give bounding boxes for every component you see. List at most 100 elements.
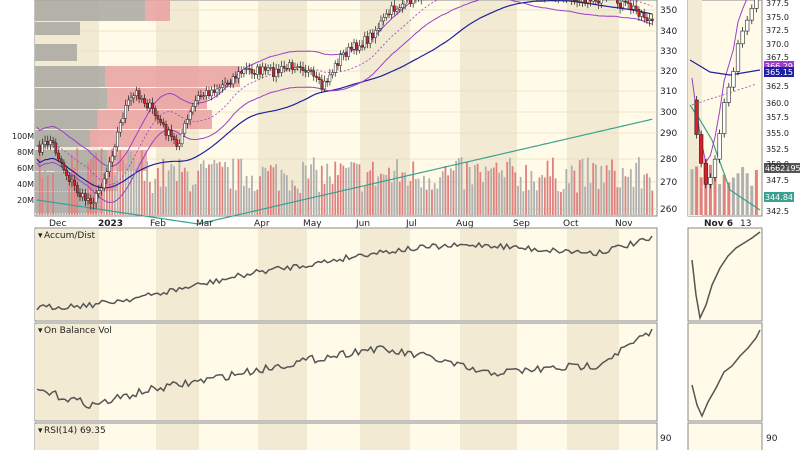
shade-band [35,324,99,420]
side-volume-bar [690,169,694,215]
volume-bar [337,175,339,215]
volume-bar [318,191,321,215]
volume-bar [183,167,186,215]
candle-body [57,152,60,160]
volume-bar [310,164,312,215]
candle-body [634,5,638,10]
volume-bar [420,187,423,215]
candle-body [151,102,154,109]
volume-bar [573,170,576,215]
x-tick-feb: Feb [150,219,166,229]
tag-volume-bg [764,163,800,173]
volume-bar [605,165,608,215]
volume-bar [105,170,108,215]
volume-bar [256,189,259,215]
candle-body [75,185,79,194]
volume-bar [202,160,205,215]
side-y-342-5: 342.5 [766,207,789,216]
volume-bar [108,157,111,215]
side-zoom-panel [687,0,763,217]
candle-body [393,5,396,12]
volume-bar [334,161,337,215]
candle-body [272,67,275,77]
shade-band [360,324,410,420]
x-tick-jul: Jul [405,219,417,229]
candle-body [148,102,152,109]
volume-bar [490,168,492,215]
candle-body [218,87,222,90]
candle-body [46,141,50,145]
candle-body [347,46,351,57]
candle-body [312,70,316,77]
volume-bars [36,147,654,215]
volume-bar [519,176,522,215]
candle-body [242,68,246,74]
candle-body [363,36,367,48]
side-volume-bar [745,173,749,215]
candle-body [398,7,402,10]
candle-body [616,0,619,4]
side-candle-body [735,43,741,72]
candle-body [161,122,165,125]
y-tick-310: 310 [660,87,677,97]
volume-bar [522,191,525,215]
y-tick-320: 320 [660,67,677,77]
volume-bar [613,170,616,215]
volume-bar [68,174,71,215]
candle-body [360,45,364,48]
candle-body [328,74,332,83]
tag-upper: 366.29 [765,62,793,71]
volume-bar [538,177,541,215]
candle-body [215,88,219,93]
side-volume-bar [708,164,712,215]
side-volume-bar [736,173,740,215]
candle-body [202,95,205,97]
volume-bar [41,177,44,215]
volume-bar [221,166,224,215]
volume-bar [557,191,560,215]
volume-bar [173,165,175,215]
candle-body [581,0,584,3]
candle-body [124,105,128,119]
volume-bar [541,174,544,215]
accum-dist-panel: Accum/Dist ▾ [34,227,763,322]
volume-bar [294,185,296,215]
candle-body [255,66,259,75]
volume-bar [194,183,197,215]
volume-bar [468,166,471,215]
candle-body [223,82,227,86]
volume-bar [326,163,329,215]
x-tick-mar: Mar [196,219,213,229]
vol-tick-20m: 20M [17,196,34,205]
volume-bar [143,180,146,215]
candle-body [97,190,101,194]
volume-bar [388,167,390,215]
side-y-362-5: 362.5 [766,82,789,91]
volume-bar [616,187,619,215]
volume-bar [603,182,605,215]
x-tick-may: May [303,219,322,229]
volume-bar [92,156,95,215]
volume-bar [533,181,535,215]
volume-bar [280,169,283,215]
volume-bar [627,176,630,215]
y-tick-350: 350 [660,6,677,16]
volume-bar [439,177,441,215]
volume-bar [361,191,364,215]
shade-band [567,424,619,450]
ad-title: Accum/Dist [44,231,96,241]
candle-body [339,54,342,66]
volume-bar [46,175,49,215]
volume-bar [366,172,369,215]
candle-body [258,66,262,75]
candle-body [573,0,576,2]
y-tick-270: 270 [660,178,677,188]
profile-bar [35,110,97,129]
shade-band [460,424,517,450]
volume-bar [208,164,210,215]
volume-bar [52,173,55,215]
volume-bar [578,160,581,215]
volume-bar [374,185,377,215]
volume-bar [191,184,194,215]
volume-bar [482,181,484,215]
